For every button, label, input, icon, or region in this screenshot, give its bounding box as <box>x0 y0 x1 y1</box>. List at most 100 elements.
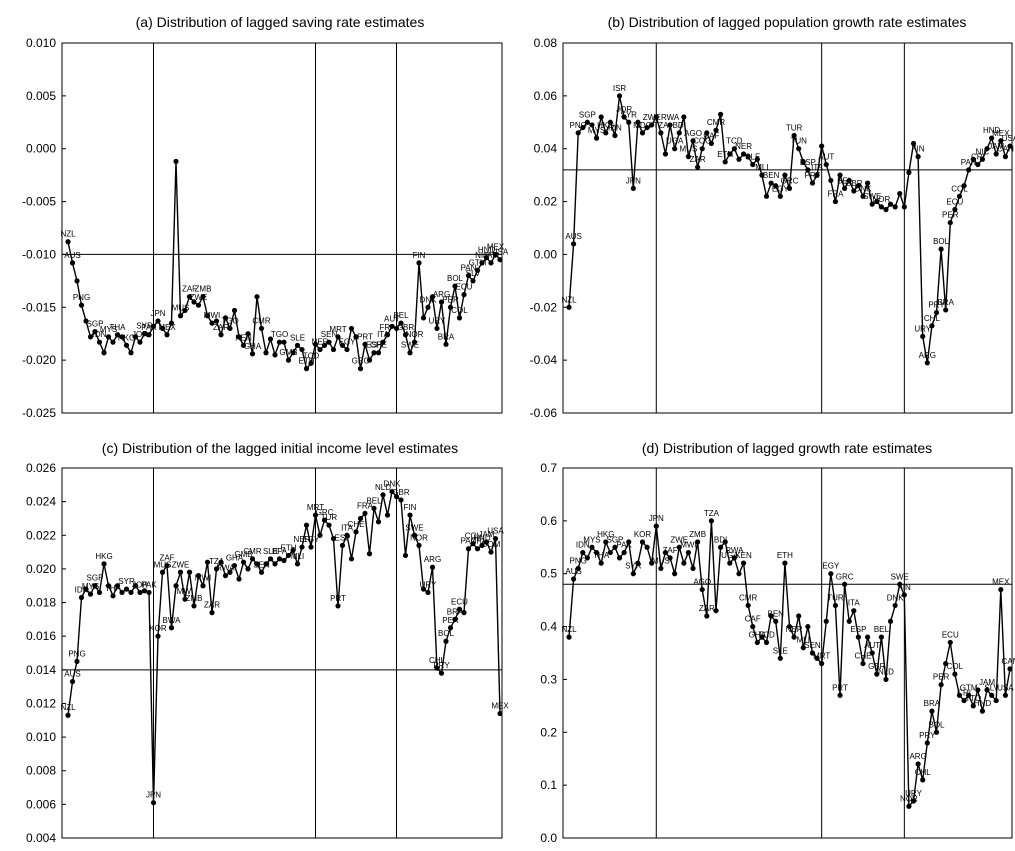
country-label: TCD <box>758 630 775 639</box>
data-point <box>1002 692 1009 698</box>
y-tick-label: -0.04 <box>530 353 558 367</box>
data-point <box>407 512 413 518</box>
country-label: USA <box>997 683 1014 692</box>
country-label: MYS <box>100 325 117 334</box>
data-point <box>695 164 701 170</box>
country-label: TUN <box>790 137 807 146</box>
country-label: CAN <box>1002 657 1015 666</box>
country-label: URY <box>420 580 437 589</box>
data-point <box>869 201 875 207</box>
data-point <box>114 332 121 338</box>
data-point <box>690 565 696 572</box>
data-point <box>681 560 687 566</box>
country-label: CMR <box>739 593 757 602</box>
data-point <box>814 655 820 661</box>
data-point <box>218 332 224 338</box>
country-label: URY <box>914 324 931 333</box>
country-label: MUS <box>154 560 172 569</box>
data-point <box>887 618 894 624</box>
data-point <box>828 177 834 184</box>
country-label: TGO <box>221 316 238 325</box>
data-point <box>492 536 499 542</box>
country-label: ZMB <box>195 285 212 294</box>
data-point <box>695 539 701 545</box>
data-point <box>438 299 445 305</box>
y-tick-label: 0.3 <box>540 672 557 686</box>
country-label: CRI <box>957 689 971 698</box>
data-point <box>603 539 609 545</box>
data-point <box>970 703 976 709</box>
data-point <box>589 122 595 128</box>
data-point <box>809 650 816 656</box>
country-label: CRI <box>971 153 985 162</box>
data-point <box>321 342 328 348</box>
country-label: GMB <box>279 348 297 357</box>
data-point <box>938 682 944 688</box>
data-point <box>616 555 623 561</box>
data-point <box>580 549 586 556</box>
data-point <box>69 260 76 266</box>
plot-frame <box>562 467 1013 839</box>
data-point <box>173 158 179 164</box>
data-point <box>672 146 678 152</box>
country-label: HND <box>473 533 491 542</box>
data-point <box>630 571 636 577</box>
country-label: SGP <box>606 535 623 544</box>
data-point <box>191 299 197 305</box>
data-point <box>389 323 395 329</box>
country-label: JPN <box>649 514 664 523</box>
country-label: PER <box>442 295 459 304</box>
data-point <box>267 336 274 342</box>
data-point <box>285 357 292 363</box>
y-tick-label: 0.6 <box>540 514 557 528</box>
data-point <box>1007 666 1013 672</box>
data-point <box>375 350 382 356</box>
data-point <box>146 589 152 596</box>
data-point <box>470 278 476 284</box>
country-label: ZWE <box>172 560 190 569</box>
data-point <box>452 616 458 622</box>
data-point <box>101 350 107 356</box>
data-point <box>110 593 116 599</box>
data-point <box>186 569 193 575</box>
country-label: GHA <box>244 342 262 351</box>
data-point <box>83 318 89 324</box>
y-tick-label: 0.7 <box>540 461 557 475</box>
country-label: GRC <box>316 508 334 517</box>
country-label: AGO <box>684 129 702 138</box>
data-point <box>575 130 581 136</box>
y-tick-label: -0.005 <box>22 195 56 209</box>
data-point <box>456 315 463 321</box>
data-point <box>621 114 627 120</box>
data-point <box>837 172 843 178</box>
plot-frame <box>61 467 503 839</box>
data-point <box>429 294 436 300</box>
data-point <box>920 777 926 783</box>
data-point <box>782 560 788 566</box>
data-point <box>860 660 866 667</box>
data-point <box>357 366 364 372</box>
country-label: MWI <box>195 574 211 583</box>
data-point <box>975 687 981 693</box>
data-point <box>607 119 613 125</box>
data-point <box>114 583 121 589</box>
data-point <box>731 146 737 152</box>
data-point <box>159 325 166 332</box>
data-point <box>768 613 774 619</box>
panel-title: (d) Distribution of lagged growth rate e… <box>642 440 932 456</box>
country-label: PAK <box>141 323 157 332</box>
country-label: NIC <box>976 147 990 156</box>
data-point <box>649 122 655 128</box>
data-point <box>754 639 760 646</box>
country-label: MEX <box>491 702 509 711</box>
country-label: PER <box>933 673 950 682</box>
data-point <box>425 589 431 596</box>
data-point <box>290 547 296 554</box>
country-label: SLV <box>984 683 999 692</box>
country-label: SLE <box>773 646 788 655</box>
data-point <box>883 676 889 683</box>
country-label: SGP <box>87 320 104 329</box>
country-label: NER <box>312 338 329 347</box>
country-label: MUS <box>680 145 698 154</box>
country-label: PNG <box>68 649 85 658</box>
